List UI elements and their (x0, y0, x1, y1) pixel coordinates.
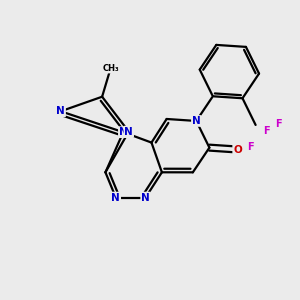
Text: F: F (263, 126, 269, 136)
Text: O: O (233, 145, 242, 154)
Text: N: N (119, 127, 128, 137)
Text: N: N (141, 193, 150, 202)
Text: N: N (111, 193, 120, 202)
Text: CH₃: CH₃ (102, 64, 119, 73)
Text: F: F (247, 142, 253, 152)
Text: N: N (124, 127, 133, 136)
Text: F: F (275, 119, 281, 129)
Text: N: N (192, 116, 201, 126)
Text: N: N (56, 106, 65, 116)
